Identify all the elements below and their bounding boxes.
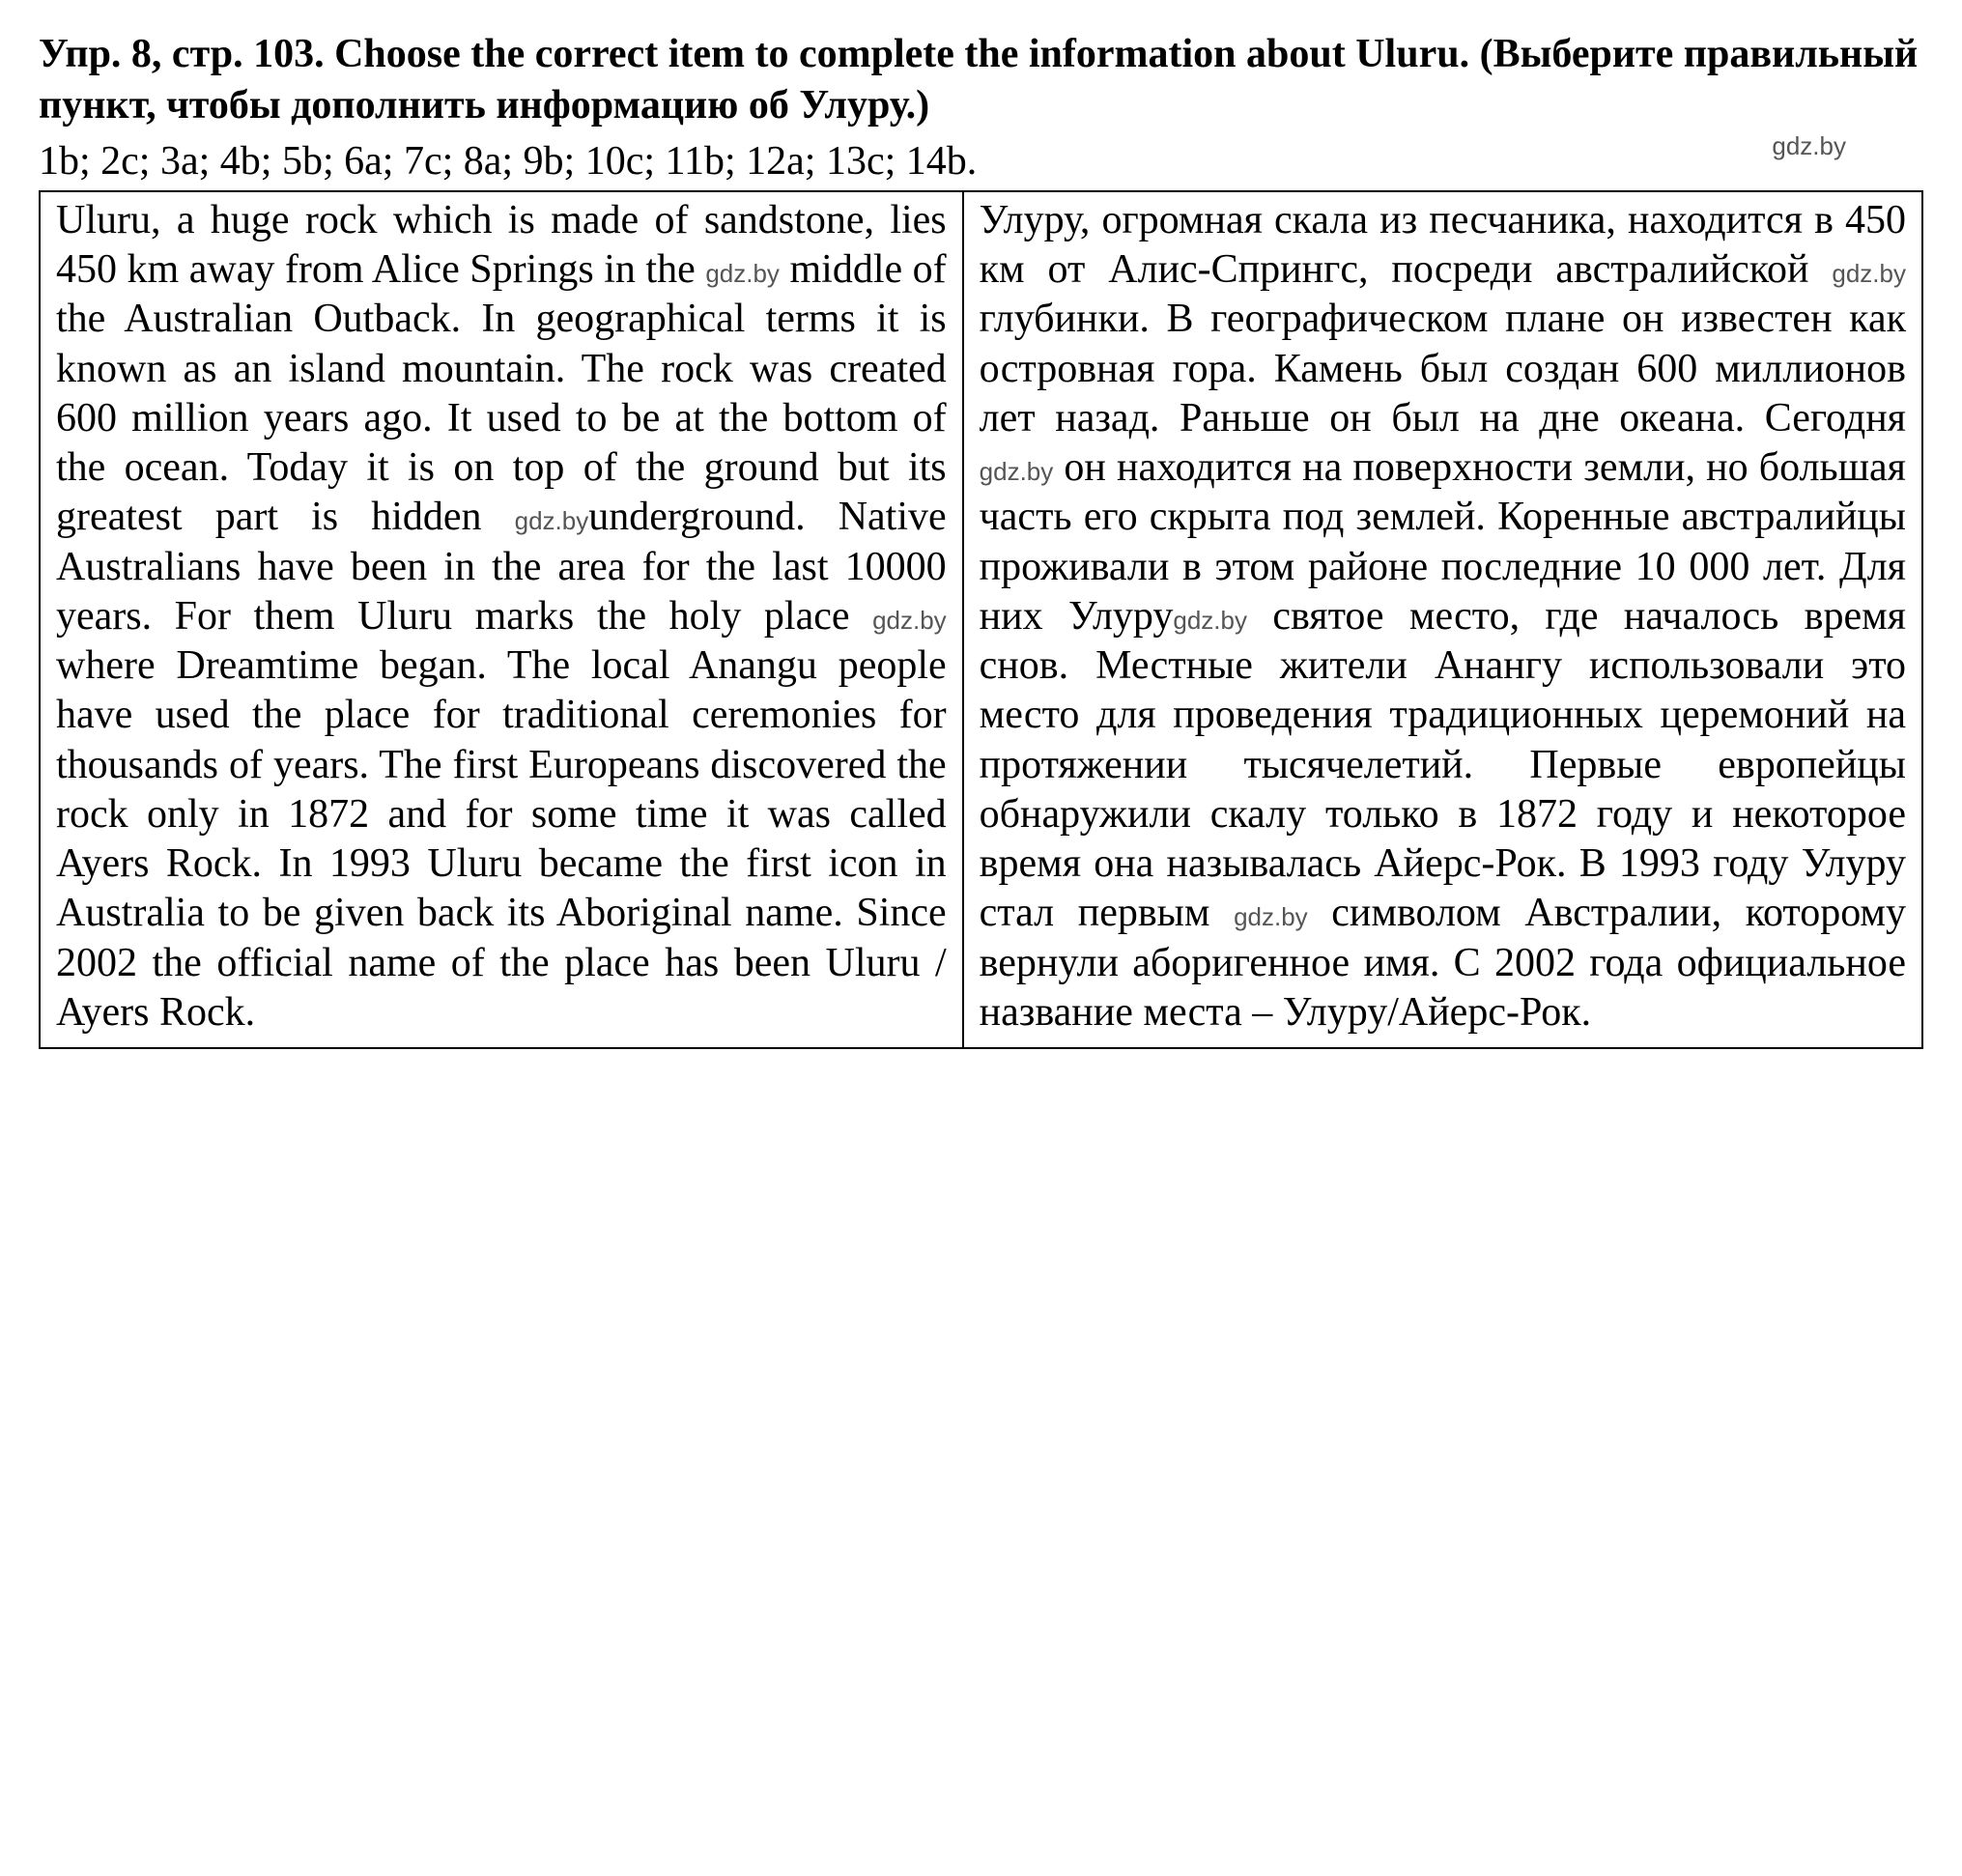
answers-line: 1b; 2c; 3a; 4b; 5b; 6a; 7c; 8a; 9b; 10c;… bbox=[39, 138, 1923, 185]
watermark-inline: gdz.by bbox=[1173, 606, 1247, 637]
watermark-inline: gdz.by bbox=[1234, 902, 1308, 933]
exercise-ref: Упр. 8, стр. 103. bbox=[39, 32, 325, 76]
watermark-inline: gdz.by bbox=[1832, 259, 1906, 290]
watermark-inline: gdz.by bbox=[705, 259, 780, 290]
watermark-inline: gdz.by bbox=[980, 457, 1054, 488]
russian-column: Улуру, огромная скала из песчаника, нахо… bbox=[963, 191, 1922, 1048]
english-column: Uluru, a huge rock which is made of sand… bbox=[40, 191, 963, 1048]
instruction-english: Choose the correct item to complete the … bbox=[334, 32, 1469, 76]
attribution-top: gdz.by bbox=[1772, 130, 1846, 162]
text-segment: святое место, где началось время снов. М… bbox=[980, 594, 1906, 935]
exercise-heading: Упр. 8, стр. 103. Choose the correct ite… bbox=[39, 29, 1923, 130]
bilingual-table: Uluru, a huge rock which is made of sand… bbox=[39, 190, 1923, 1049]
watermark-inline: gdz.by bbox=[515, 506, 589, 537]
text-segment: глубинки. В географическом плане он изве… bbox=[980, 297, 1906, 440]
table-row: Uluru, a huge rock which is made of sand… bbox=[40, 191, 1922, 1048]
text-segment: Улуру, огромная скала из песчаника, нахо… bbox=[980, 198, 1906, 292]
watermark-inline: gdz.by bbox=[872, 606, 947, 637]
text-segment: where Dreamtime began. The local Anangu … bbox=[56, 643, 947, 1035]
